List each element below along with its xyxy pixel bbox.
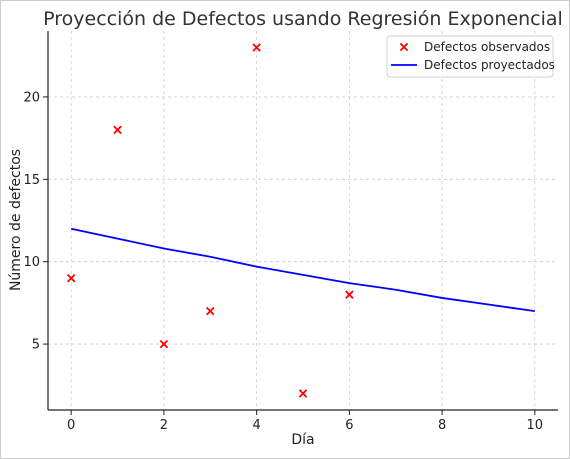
y-tick-label: 10 xyxy=(23,255,40,270)
observed-point xyxy=(206,306,215,316)
y-tick-label: 15 xyxy=(23,173,40,188)
y-axis-label: Número de defectos xyxy=(8,149,24,291)
x-tick-label: 4 xyxy=(252,418,260,433)
x-tick-label: 6 xyxy=(345,418,353,433)
legend-label: Defectos proyectados xyxy=(424,58,555,72)
y-tick-label: 5 xyxy=(32,338,40,353)
ticks: 0 2 4 6 8 10 5 10 15 20 xyxy=(23,90,543,433)
chart-title: Proyección de Defectos usando Regresión … xyxy=(43,8,563,30)
x-tick-label: 8 xyxy=(438,418,446,433)
legend-label: Defectos observados xyxy=(424,40,550,54)
observed-point xyxy=(345,290,354,299)
projection-line-layer xyxy=(70,227,535,313)
x-tick-label: 10 xyxy=(527,418,544,433)
observed-point xyxy=(159,339,169,349)
axes xyxy=(47,31,558,411)
y-tick-label: 20 xyxy=(23,90,40,105)
observed-point xyxy=(113,125,122,135)
projected-defects-line xyxy=(70,227,535,313)
legend-marker-swatch xyxy=(399,42,409,52)
legend: Defectos observados Defectos proyectados xyxy=(386,35,555,78)
observed-points-layer xyxy=(66,43,354,398)
observed-point xyxy=(252,43,261,52)
x-tick-label: 0 xyxy=(67,418,75,433)
grid xyxy=(48,31,558,410)
observed-point xyxy=(66,273,76,283)
observed-point xyxy=(298,389,308,398)
x-axis-label: Día xyxy=(291,432,314,448)
legend-box xyxy=(386,35,554,78)
x-tick-label: 2 xyxy=(160,418,168,433)
